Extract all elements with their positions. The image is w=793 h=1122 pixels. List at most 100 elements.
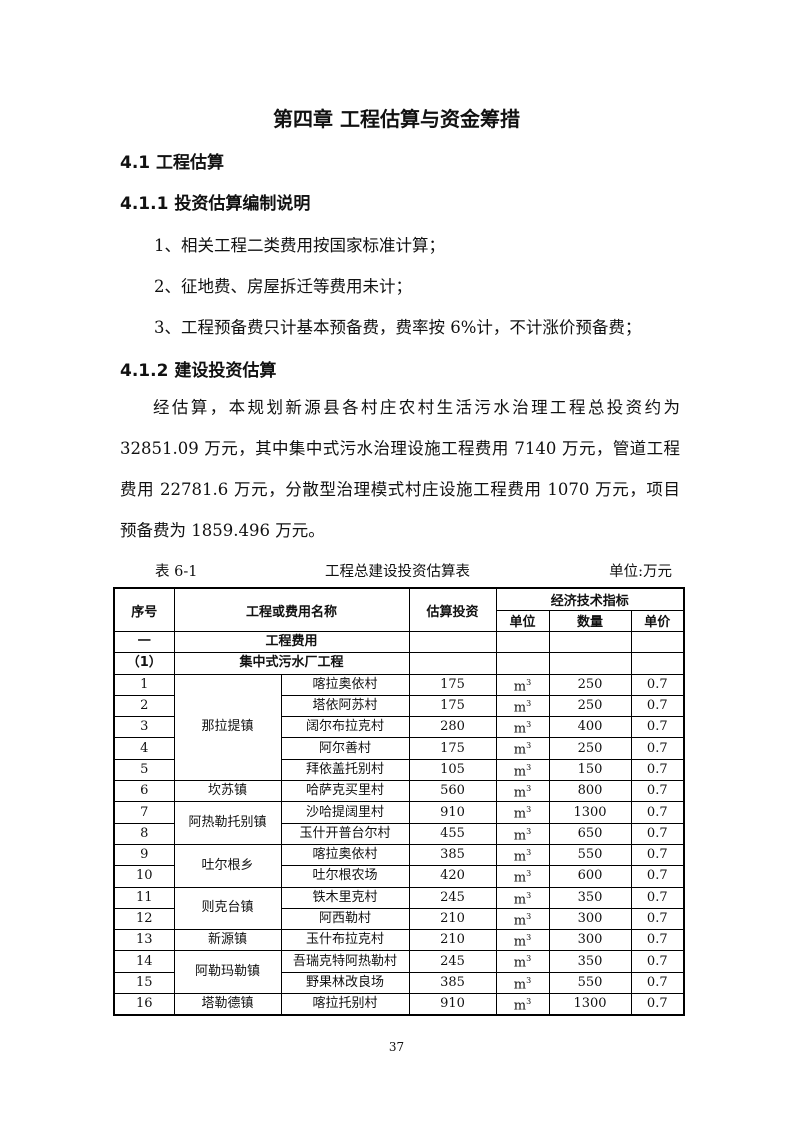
header-name: 工程或费用名称 <box>173 587 410 632</box>
page-number: 37 <box>388 1040 405 1054</box>
row-no: 11 <box>113 886 175 909</box>
price-value: 0.7 <box>630 737 685 760</box>
empty-cell <box>408 652 497 675</box>
row-no: 12 <box>113 907 175 931</box>
village-name: 吾瑞克特阿热勒村 <box>280 950 410 973</box>
qty-value: 600 <box>548 865 632 888</box>
row-no: 8 <box>113 822 175 845</box>
unit-value: m <box>513 934 527 950</box>
table-unit-note: 单位:万元 <box>609 564 672 580</box>
row-no: 4 <box>113 737 175 760</box>
empty-cell <box>495 652 550 675</box>
price-value: 0.7 <box>630 822 685 845</box>
unit-value: m <box>513 721 527 737</box>
town-name: 坎苏镇 <box>173 780 282 803</box>
price-value: 0.7 <box>630 673 685 696</box>
qty-value: 1300 <box>548 801 632 824</box>
price-value: 0.7 <box>630 843 685 867</box>
table-number: 表 6-1 <box>155 564 198 580</box>
price-value: 0.7 <box>630 971 685 995</box>
invest-value: 910 <box>408 993 497 1016</box>
row-no: 3 <box>113 716 175 739</box>
unit-cell: m3 <box>495 694 550 718</box>
section-name: 集中式污水厂工程 <box>173 652 410 675</box>
qty-value: 550 <box>548 843 632 867</box>
town-name: 阿热勒托别镇 <box>173 801 282 845</box>
village-name: 喀拉奥依村 <box>280 843 410 867</box>
unit-cell: m3 <box>495 971 550 995</box>
village-name: 塔依阿苏村 <box>280 694 410 718</box>
price-value: 0.7 <box>630 694 685 718</box>
row-no: 7 <box>113 801 175 824</box>
village-name: 玉什开普台尔村 <box>280 822 410 845</box>
investment-table: 序号 工程或费用名称 估算投资 经济技术指标 单位 数量 单价 一工程费用 （1）… <box>113 587 686 1017</box>
invest-value: 105 <box>408 758 497 782</box>
unit-superscript: 3 <box>526 741 532 751</box>
unit-value: m <box>513 977 527 993</box>
row-no: 6 <box>113 780 175 803</box>
row-no: 2 <box>113 694 175 718</box>
table-row: 4 阿尔善村 175 m3 250 0.7 <box>113 737 685 760</box>
unit-superscript: 3 <box>526 890 532 900</box>
price-value: 0.7 <box>630 716 685 739</box>
qty-value: 350 <box>548 886 632 909</box>
unit-value: m <box>513 764 527 780</box>
price-value: 0.7 <box>630 929 685 952</box>
row-no: 13 <box>113 929 175 952</box>
empty-cell <box>630 630 685 654</box>
invest-value: 210 <box>408 907 497 931</box>
unit-superscript: 3 <box>526 954 532 964</box>
price-value: 0.7 <box>630 758 685 782</box>
price-value: 0.7 <box>630 801 685 824</box>
row-no: 14 <box>113 950 175 973</box>
qty-value: 250 <box>548 694 632 718</box>
invest-value: 910 <box>408 801 497 824</box>
price-value: 0.7 <box>630 950 685 973</box>
table-row: 12 阿西勒村 210 m3 300 0.7 <box>113 907 685 931</box>
unit-cell: m3 <box>495 886 550 909</box>
unit-superscript: 3 <box>526 847 532 857</box>
table-row: 2 塔依阿苏村 175 m3 250 0.7 <box>113 694 685 718</box>
qty-value: 350 <box>548 950 632 973</box>
table-row: 13 新源镇 玉什布拉克村 210 m3 300 0.7 <box>113 929 685 952</box>
qty-value: 400 <box>548 716 632 739</box>
unit-value: m <box>513 785 527 801</box>
unit-cell: m3 <box>495 758 550 782</box>
invest-value: 245 <box>408 886 497 909</box>
unit-value: m <box>513 891 527 907</box>
subsection-heading: 4.1.1 投资估算编制说明 <box>120 194 311 214</box>
unit-cell: m3 <box>495 673 550 696</box>
town-name: 吐尔根乡 <box>173 843 282 888</box>
invest-value: 175 <box>408 673 497 696</box>
invest-value: 560 <box>408 780 497 803</box>
table-row: 16 塔勒德镇 喀拉托别村 910 m3 1300 0.7 <box>113 993 685 1016</box>
table-row: 6 坎苏镇 哈萨克买里村 560 m3 800 0.7 <box>113 780 685 803</box>
table-title: 工程总建设投资估算表 <box>325 564 470 580</box>
chapter-title: 第四章 工程估算与资金筹措 <box>273 107 520 131</box>
unit-superscript: 3 <box>526 698 532 708</box>
unit-superscript: 3 <box>526 975 532 985</box>
village-name: 哈萨克买里村 <box>280 780 410 803</box>
empty-cell <box>408 630 497 654</box>
section-row: （1） 集中式污水厂工程 <box>113 652 685 675</box>
unit-superscript: 3 <box>526 933 532 943</box>
unit-cell: m3 <box>495 907 550 931</box>
qty-value: 300 <box>548 929 632 952</box>
note-item: 1、相关工程二类费用按国家标准计算； <box>154 236 445 255</box>
price-value: 0.7 <box>630 886 685 909</box>
village-name: 阿西勒村 <box>280 907 410 931</box>
invest-value: 420 <box>408 865 497 888</box>
table-row: 9 吐尔根乡 喀拉奥依村 385 m3 550 0.7 <box>113 843 685 888</box>
header-invest: 估算投资 <box>408 587 497 632</box>
town-name: 新源镇 <box>173 929 282 952</box>
unit-cell: m3 <box>495 865 550 888</box>
town-name: 则克台镇 <box>173 886 282 931</box>
empty-cell <box>548 652 632 675</box>
invest-value: 175 <box>408 737 497 760</box>
qty-value: 250 <box>548 737 632 760</box>
qty-value: 150 <box>548 758 632 782</box>
header-no: 序号 <box>113 587 175 632</box>
unit-value: m <box>513 870 527 886</box>
unit-value: m <box>513 742 527 758</box>
price-value: 0.7 <box>630 907 685 931</box>
